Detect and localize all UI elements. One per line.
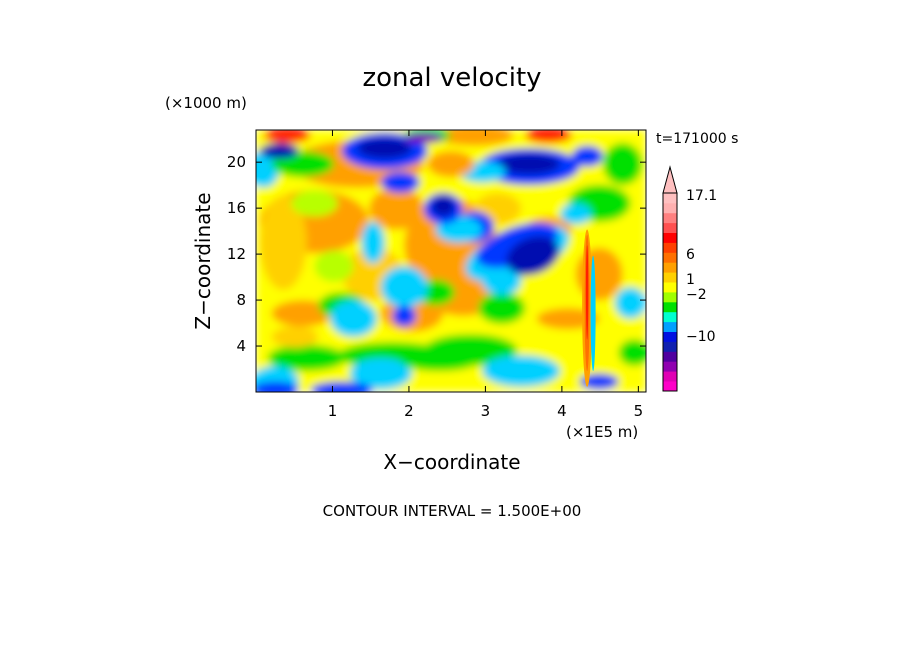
colorbar-label: −10	[686, 329, 716, 345]
field-blob	[482, 355, 561, 387]
colorbar-swatch	[663, 242, 677, 253]
colorbar-swatch	[663, 252, 677, 263]
colorbar-swatch	[663, 301, 677, 313]
field-blob	[614, 287, 646, 319]
colorbar-swatch	[663, 202, 677, 214]
field-blob	[400, 350, 479, 372]
field-blob	[271, 300, 334, 327]
x-axis-label: X−coordinate	[383, 450, 520, 474]
field-blob	[404, 132, 444, 144]
velocity-field	[256, 130, 646, 392]
x-unit-label: (×1E5 m)	[566, 423, 638, 441]
colorbar-arrow	[662, 165, 678, 194]
field-blob	[267, 344, 346, 372]
field-blob	[525, 130, 572, 144]
field-blob	[361, 221, 385, 264]
field-blob	[369, 187, 424, 230]
field-blob	[256, 365, 299, 392]
colorbar-swatch	[663, 311, 677, 323]
chart-title: zonal velocity	[362, 63, 541, 93]
colorbar-swatch	[663, 351, 677, 362]
field-blob	[349, 357, 412, 390]
y-unit-label: (×1000 m)	[165, 94, 247, 112]
field-blob	[506, 236, 560, 276]
colorbar-swatch	[663, 331, 677, 342]
colorbar-swatch	[663, 262, 677, 273]
front-shadow	[590, 255, 596, 372]
x-tick-label: 3	[481, 402, 491, 420]
field-blob	[603, 143, 643, 186]
y-tick-label: 20	[227, 153, 246, 171]
colorbar-swatch	[663, 292, 677, 303]
field-blob	[271, 326, 319, 348]
x-tick-label: 5	[634, 402, 644, 420]
plot-frame	[255, 129, 647, 393]
front-feature	[582, 229, 596, 387]
colorbar-label: 17.1	[686, 188, 717, 204]
colorbar-swatch	[663, 321, 677, 332]
field-blob	[497, 153, 561, 175]
field-blob	[431, 195, 455, 217]
field-blob	[571, 145, 604, 167]
field-blob	[560, 203, 592, 225]
colorbar: 17.1 6 1−2 −10	[662, 165, 717, 392]
y-tick-label: 4	[236, 337, 246, 355]
colorbar-swatch	[663, 193, 677, 204]
x-tick-label: 1	[328, 402, 338, 420]
field-blob	[380, 171, 420, 193]
colorbar-frame	[662, 192, 678, 392]
field-blob	[357, 137, 413, 159]
y-tick-label: 8	[236, 291, 246, 309]
colorbar-label: −2	[686, 287, 707, 303]
colorbar-swatch	[663, 341, 677, 352]
colorbar-swatch	[663, 381, 677, 392]
colorbar-swatch	[663, 232, 677, 243]
field-blob	[314, 250, 354, 282]
colorbar-swatch	[663, 222, 677, 233]
field-blob	[259, 143, 299, 159]
time-label: t=171000 s	[656, 131, 738, 147]
field-blob	[291, 190, 338, 217]
y-axis: 4 8 12 16 20	[227, 153, 646, 355]
field-blob	[380, 266, 428, 309]
x-tick-label: 2	[404, 402, 414, 420]
field-blob	[263, 130, 311, 144]
colorbar-swatch	[663, 282, 677, 293]
field-blob	[618, 339, 646, 366]
field-blob	[392, 305, 416, 327]
contour-interval-label: CONTOUR INTERVAL = 1.500E+00	[323, 502, 582, 520]
field-blob	[259, 195, 307, 290]
colorbar-swatch	[663, 212, 677, 224]
field-fill	[256, 130, 646, 392]
colorbar-label: 6	[686, 247, 695, 263]
x-tick-label: 4	[557, 402, 567, 420]
field-blob	[256, 381, 299, 392]
y-axis-label: Z−coordinate	[191, 192, 215, 329]
y-tick-label: 12	[227, 245, 246, 263]
field-blob	[427, 150, 475, 178]
front-core	[585, 245, 589, 340]
y-tick-label: 16	[227, 199, 246, 217]
field-blob	[330, 300, 377, 337]
field-blob	[478, 292, 526, 324]
x-axis: 1 2 3 4 5	[328, 130, 643, 420]
colorbar-label: 1	[686, 272, 695, 288]
field-blob	[310, 381, 373, 392]
colorbar-swatch	[663, 371, 677, 382]
colorbar-swatch	[663, 361, 677, 372]
colorbar-swatch	[663, 272, 677, 283]
field-blob	[435, 130, 514, 146]
